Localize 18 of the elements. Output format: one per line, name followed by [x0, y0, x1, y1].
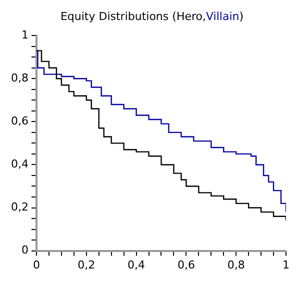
chart-title: Equity Distributions — [60, 10, 170, 23]
y-tick-label: 0,8 — [10, 72, 28, 84]
x-tick-label: 0,6 — [177, 258, 195, 272]
y-tick-label: 0,4 — [10, 158, 28, 171]
text: Villain — [206, 10, 240, 23]
y-tick-label: 1 — [21, 28, 28, 42]
x-tick-label: 0,4 — [128, 258, 146, 272]
y-tick-label: 0 — [21, 244, 28, 257]
text: ) — [239, 10, 244, 23]
x-tick-label: 0,2 — [78, 258, 96, 272]
text: ( — [172, 10, 176, 23]
x-tick-label: 0,8 — [227, 258, 245, 272]
y-tick-label: 0,6 — [10, 114, 28, 128]
text: , — [202, 10, 206, 23]
x-tick-label: 1 — [282, 258, 290, 272]
x-tick-label: 0 — [32, 258, 40, 272]
text: Hero — [176, 10, 202, 23]
y-tick-label: 0,2 — [10, 200, 28, 214]
